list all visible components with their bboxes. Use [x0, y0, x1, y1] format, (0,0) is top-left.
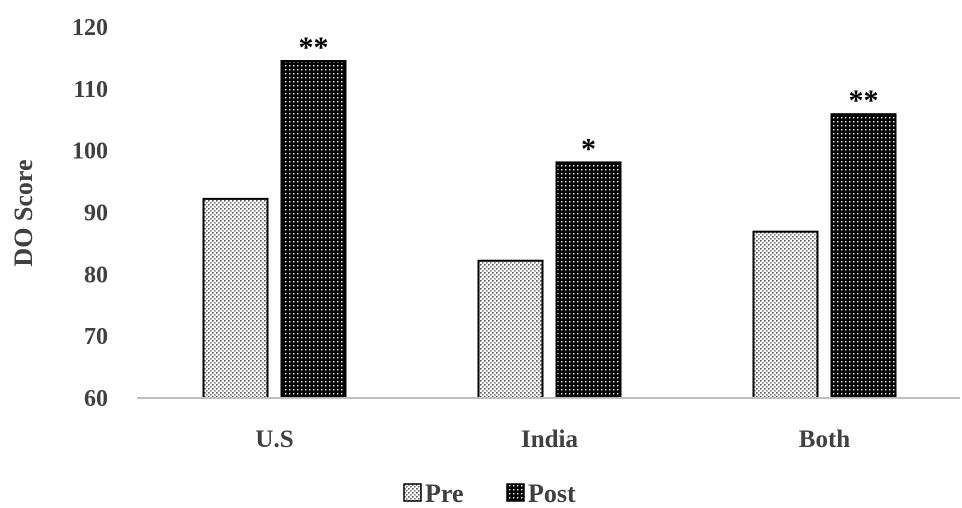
legend-label-post: Post — [528, 479, 576, 508]
x-tick-label-india: India — [521, 426, 578, 453]
significance-annotations: ***** — [299, 31, 879, 165]
y-tick-label: 80 — [84, 262, 108, 288]
y-tick-label: 100 — [72, 139, 108, 165]
bar-pre-both — [752, 230, 819, 399]
significance-mark-both: ** — [849, 84, 879, 117]
x-tick-label-u-s: U.S — [255, 426, 293, 453]
bar-pre-u-s — [202, 197, 269, 399]
legend: Pre Post — [403, 479, 576, 508]
bars — [202, 60, 897, 400]
y-tick-label: 110 — [73, 77, 108, 103]
y-axis-label: DO Score — [9, 159, 38, 266]
y-tick-label: 90 — [84, 201, 108, 227]
y-tick-label: 70 — [84, 324, 108, 350]
y-tick-label: 60 — [84, 386, 108, 412]
bar-post-india — [555, 161, 622, 399]
significance-mark-u-s: ** — [299, 31, 329, 64]
bar-post-both — [830, 113, 897, 399]
bar-pre-india — [477, 259, 544, 400]
legend-label-pre: Pre — [425, 479, 464, 508]
y-tick-label: 120 — [72, 15, 108, 41]
x-axis-labels: U.S India Both — [255, 426, 850, 453]
x-tick-label-both: Both — [799, 426, 851, 453]
significance-mark-india: * — [581, 132, 596, 165]
bar-post-u-s — [280, 60, 347, 400]
legend-swatch-post — [506, 483, 525, 502]
legend-swatch-pre — [403, 483, 422, 502]
y-axis-ticks: 60 70 80 90 100 110 120 — [72, 15, 108, 412]
